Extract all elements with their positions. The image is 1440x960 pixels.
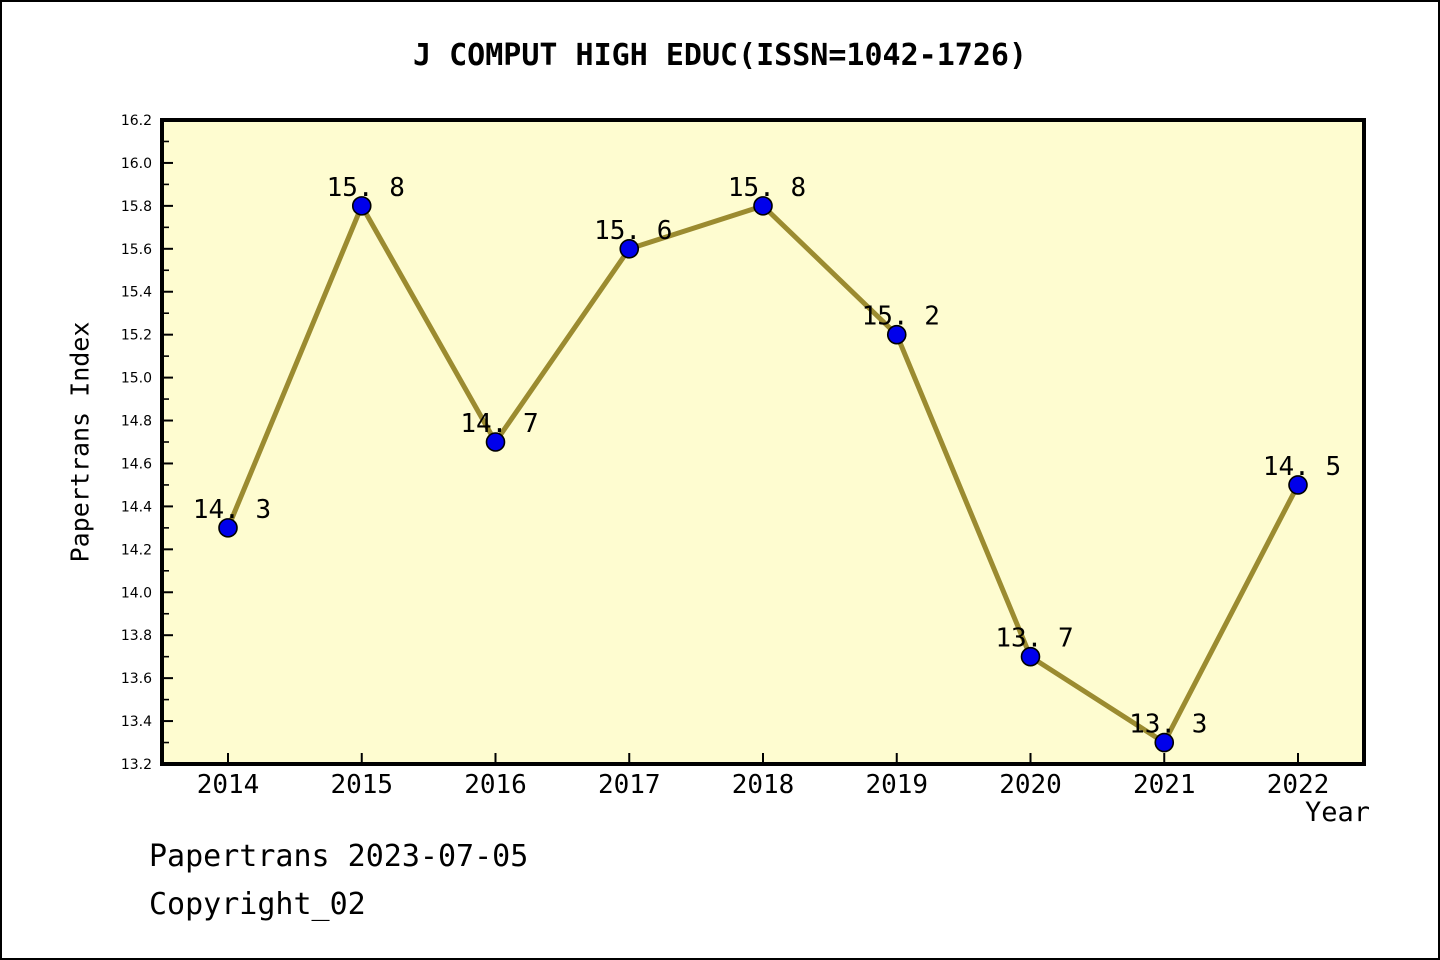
data-point bbox=[485, 432, 506, 452]
y-tick-label: 14.6 bbox=[121, 456, 152, 472]
x-tick-label: 2019 bbox=[865, 770, 928, 800]
x-tick-label: 2015 bbox=[330, 770, 393, 800]
y-tick-label: 15.8 bbox=[121, 199, 152, 215]
y-tick-label: 13.2 bbox=[121, 757, 152, 773]
data-point-label: 15. 8 bbox=[728, 173, 806, 203]
x-tick-label: 2017 bbox=[598, 770, 661, 800]
watermark-copyright: Copyright_02 bbox=[149, 887, 366, 922]
data-point-label: 14. 3 bbox=[193, 495, 271, 525]
data-point bbox=[886, 324, 907, 345]
data-point-label: 14. 7 bbox=[460, 409, 538, 439]
y-tick-label: 15.6 bbox=[121, 242, 152, 258]
x-tick-label: 2018 bbox=[732, 770, 795, 800]
y-tick-label: 15.2 bbox=[121, 328, 152, 344]
y-tick-label: 14.2 bbox=[121, 542, 152, 558]
data-point-label: 14. 5 bbox=[1263, 452, 1341, 482]
y-tick-label: 15.4 bbox=[121, 285, 152, 301]
x-tick-label: 2021 bbox=[1133, 770, 1196, 800]
data-point-label: 15. 6 bbox=[594, 216, 672, 246]
data-point bbox=[619, 239, 640, 259]
y-tick-label: 14.8 bbox=[121, 414, 152, 430]
data-point bbox=[1020, 646, 1041, 667]
y-tick-label: 16.0 bbox=[121, 156, 152, 172]
y-tick-label: 14.0 bbox=[121, 585, 152, 601]
y-tick-label: 16.2 bbox=[121, 113, 152, 129]
data-point bbox=[753, 196, 773, 216]
x-tick-label: 2014 bbox=[197, 770, 260, 800]
x-axis-title: Year bbox=[1304, 797, 1370, 828]
plot-border bbox=[160, 118, 1366, 766]
data-point-label: 15. 2 bbox=[862, 302, 940, 332]
data-point bbox=[218, 518, 238, 538]
data-point bbox=[351, 196, 372, 216]
data-point-label: 13. 7 bbox=[995, 624, 1073, 654]
data-point bbox=[1154, 732, 1175, 753]
y-tick-label: 14.4 bbox=[121, 499, 152, 515]
chart-title: J COMPUT HIGH EDUC(ISSN=1042-1726) bbox=[412, 38, 1028, 73]
plot-background bbox=[162, 120, 1364, 764]
watermark-source-date: Papertrans 2023-07-05 bbox=[149, 839, 529, 874]
x-tick-label: 2022 bbox=[1267, 770, 1330, 800]
x-tick-label: 2016 bbox=[464, 770, 527, 800]
y-tick-label: 15.0 bbox=[121, 371, 152, 387]
data-point bbox=[1288, 475, 1308, 495]
data-point-label: 13. 3 bbox=[1129, 710, 1207, 740]
y-tick-label: 13.6 bbox=[121, 671, 152, 687]
x-tick-label: 2020 bbox=[999, 770, 1062, 800]
data-point-label: 15. 8 bbox=[327, 173, 405, 203]
y-tick-label: 13.4 bbox=[121, 714, 152, 730]
y-tick-label: 13.8 bbox=[121, 628, 152, 644]
